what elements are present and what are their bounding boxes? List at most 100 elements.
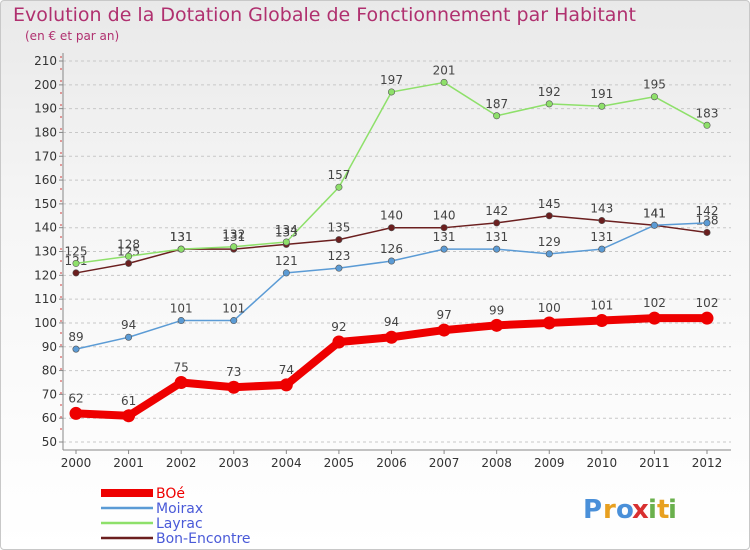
legend-label: BOé (156, 486, 185, 502)
data-label: 157 (327, 168, 350, 182)
data-point (72, 345, 80, 353)
logo-letter: i (668, 495, 677, 525)
data-point (493, 219, 501, 227)
data-point (542, 316, 556, 330)
data-label: 97 (436, 308, 451, 322)
data-point (490, 318, 504, 332)
data-label: 141 (643, 206, 666, 220)
x-tick-label: 2007 (429, 456, 460, 470)
data-label: 197 (380, 73, 403, 87)
data-point (595, 314, 609, 328)
logo-letter: o (616, 495, 634, 525)
y-tick-label: 70 (42, 387, 57, 401)
logo-letter: i (648, 495, 657, 525)
data-label: 131 (170, 230, 193, 244)
data-label: 132 (222, 228, 245, 242)
y-tick-label: 90 (42, 340, 57, 354)
data-label: 73 (226, 365, 241, 379)
data-label: 75 (174, 360, 189, 374)
data-label: 61 (121, 394, 136, 408)
data-label: 102 (696, 296, 719, 310)
logo-letter: P (583, 495, 602, 525)
data-point (598, 245, 606, 253)
x-tick-label: 2005 (324, 456, 355, 470)
y-tick-label: 180 (34, 125, 57, 139)
y-tick-label: 140 (34, 221, 57, 235)
data-point (598, 217, 606, 225)
data-label: 62 (68, 391, 83, 405)
y-tick-label: 170 (34, 149, 57, 163)
legend-label: Bon-Encontre (156, 531, 251, 547)
x-tick-label: 2003 (218, 456, 249, 470)
data-label: 94 (121, 318, 136, 332)
y-tick-label: 200 (34, 78, 57, 92)
legend-label: Layrac (156, 516, 203, 532)
data-label: 195 (643, 78, 666, 92)
data-point (650, 93, 658, 101)
data-label: 126 (380, 242, 403, 256)
data-point (230, 243, 238, 251)
x-tick-label: 2008 (481, 456, 512, 470)
data-label: 101 (222, 302, 245, 316)
x-tick-label: 2002 (166, 456, 197, 470)
data-label: 128 (117, 237, 140, 251)
data-label: 141 (643, 206, 666, 220)
data-label: 89 (68, 330, 83, 344)
chart-title: Evolution de la Dotation Globale de Fonc… (13, 4, 636, 26)
data-point (125, 333, 133, 341)
data-point (230, 317, 238, 325)
data-point (125, 252, 133, 260)
y-tick-label: 210 (34, 54, 57, 68)
data-label: 135 (327, 221, 350, 235)
x-tick-label: 2012 (692, 456, 723, 470)
y-tick-label: 50 (42, 435, 57, 449)
data-point (335, 236, 343, 244)
y-tick-label: 190 (34, 102, 57, 116)
y-tick-label: 80 (42, 364, 57, 378)
logo-letter: r (603, 495, 616, 525)
data-label: 134 (275, 223, 298, 237)
data-label: 125 (65, 244, 88, 258)
data-label: 142 (696, 204, 719, 218)
data-point (227, 380, 241, 394)
data-point (703, 228, 711, 236)
x-tick-label: 2009 (534, 456, 565, 470)
data-point (545, 100, 553, 108)
data-point (282, 269, 290, 277)
data-label: 92 (331, 320, 346, 334)
data-label: 187 (485, 97, 508, 111)
data-point (125, 259, 133, 267)
data-label: 129 (538, 235, 561, 249)
data-point (545, 250, 553, 258)
data-point (647, 311, 661, 325)
x-tick-label: 2000 (61, 456, 92, 470)
data-label: 74 (279, 363, 294, 377)
data-point (385, 330, 398, 344)
data-label: 191 (590, 87, 613, 101)
logo-letter: t (657, 495, 669, 525)
chart-subtitle: (en € et par an) (25, 29, 120, 43)
data-point (279, 378, 293, 392)
data-label: 101 (590, 299, 613, 313)
data-label: 131 (590, 230, 613, 244)
data-point (437, 323, 451, 337)
data-point (387, 224, 395, 232)
data-label: 143 (590, 202, 613, 216)
data-point (174, 375, 188, 389)
logo-letter: x (632, 495, 649, 525)
y-tick-label: 100 (34, 316, 57, 330)
data-label: 99 (489, 303, 504, 317)
data-point (335, 183, 343, 191)
data-point (122, 409, 136, 423)
data-label: 121 (275, 254, 298, 268)
data-point (493, 245, 501, 253)
y-tick-label: 150 (34, 197, 57, 211)
data-label: 131 (222, 230, 245, 244)
data-label: 131 (170, 230, 193, 244)
data-point (387, 88, 395, 96)
data-point (598, 102, 606, 110)
data-label: 131 (433, 230, 456, 244)
data-point (387, 257, 395, 265)
